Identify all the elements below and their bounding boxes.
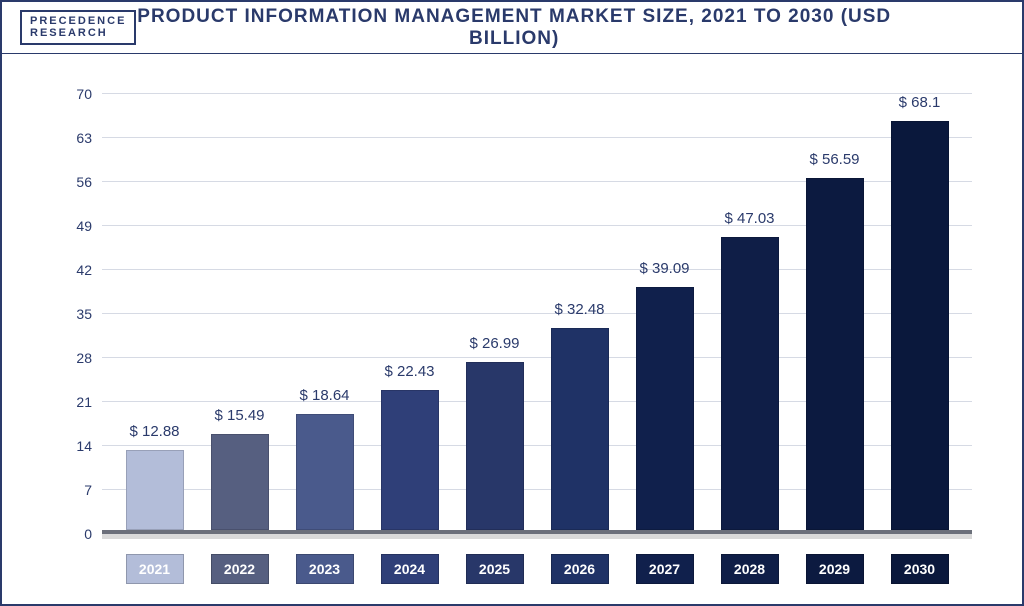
bar — [296, 414, 354, 530]
bar-group: $ 56.59 — [792, 94, 877, 530]
bar-group: $ 12.88 — [112, 94, 197, 530]
y-tick-label: 7 — [84, 482, 92, 498]
bar — [211, 434, 269, 530]
bar — [721, 237, 779, 530]
bar-group: $ 22.43 — [367, 94, 452, 530]
x-tick-label: 2029 — [806, 554, 864, 584]
x-label-wrap: 2022 — [197, 554, 282, 584]
y-tick-label: 0 — [84, 526, 92, 542]
bar-group: $ 18.64 — [282, 94, 367, 530]
bar-value-label: $ 47.03 — [724, 210, 774, 227]
logo: PRECEDENCE RESEARCH — [20, 10, 136, 45]
y-tick-label: 49 — [76, 218, 92, 234]
bar — [381, 390, 439, 530]
x-tick-label: 2023 — [296, 554, 354, 584]
bar-group: $ 47.03 — [707, 94, 792, 530]
bar-group: $ 15.49 — [197, 94, 282, 530]
baseline — [102, 530, 972, 534]
x-label-wrap: 2027 — [622, 554, 707, 584]
y-tick-label: 70 — [76, 86, 92, 102]
x-tick-label: 2022 — [211, 554, 269, 584]
plot-region: 07142128354249566370 $ 12.88$ 15.49$ 18.… — [102, 94, 972, 534]
x-tick-label: 2025 — [466, 554, 524, 584]
bar — [466, 362, 524, 530]
bar-value-label: $ 22.43 — [384, 363, 434, 380]
logo-line2: RESEARCH — [30, 27, 126, 39]
x-label-wrap: 2021 — [112, 554, 197, 584]
bar — [126, 450, 184, 530]
bar-value-label: $ 56.59 — [809, 151, 859, 168]
x-label-wrap: 2025 — [452, 554, 537, 584]
chart-title: PRODUCT INFORMATION MANAGEMENT MARKET SI… — [136, 6, 1022, 50]
bar — [806, 178, 864, 530]
bar-value-label: $ 32.48 — [554, 301, 604, 318]
baseline-shadow — [102, 534, 972, 539]
bar-group: $ 68.1 — [877, 94, 962, 530]
x-label-wrap: 2023 — [282, 554, 367, 584]
bar-value-label: $ 26.99 — [469, 335, 519, 352]
bars-container: $ 12.88 $ 15.49 $ 18.64 $ 22.43 $ 26.99 $ 32.… — [102, 94, 972, 530]
x-label-wrap: 2028 — [707, 554, 792, 584]
x-tick-label: 2026 — [551, 554, 609, 584]
bar-value-label: $ 39.09 — [639, 260, 689, 277]
x-tick-label: 2028 — [721, 554, 779, 584]
x-label-wrap: 2026 — [537, 554, 622, 584]
bar — [636, 287, 694, 530]
y-tick-label: 56 — [76, 174, 92, 190]
x-tick-label: 2024 — [381, 554, 439, 584]
bar-value-label: $ 18.64 — [299, 387, 349, 404]
bar-group: $ 39.09 — [622, 94, 707, 530]
x-tick-label: 2027 — [636, 554, 694, 584]
chart-header: PRECEDENCE RESEARCH PRODUCT INFORMATION … — [2, 2, 1022, 54]
x-label-wrap: 2029 — [792, 554, 877, 584]
bar-value-label: $ 68.1 — [899, 94, 941, 111]
bar — [551, 328, 609, 530]
bar-group: $ 32.48 — [537, 94, 622, 530]
chart-area: 0 7 14 21 28 35 42 49 56 63 70 $ 12.88 $ 15.49 $ 18.… — [2, 54, 1022, 604]
bar-group: $ 26.99 — [452, 94, 537, 530]
y-tick-label: 42 — [76, 262, 92, 278]
bar-value-label: $ 15.49 — [214, 407, 264, 424]
bar — [891, 121, 949, 530]
x-label-wrap: 2030 — [877, 554, 962, 584]
y-tick-label: 14 — [76, 438, 92, 454]
y-tick-label: 35 — [76, 306, 92, 322]
chart-frame: PRECEDENCE RESEARCH PRODUCT INFORMATION … — [0, 0, 1024, 606]
y-tick-label: 21 — [76, 394, 92, 410]
x-tick-label: 2021 — [126, 554, 184, 584]
y-tick-label: 63 — [76, 130, 92, 146]
x-axis-labels: 2021 2022 2023 2024 2025 2026 2027 2028 2029 2030 — [102, 554, 972, 584]
bar-value-label: $ 12.88 — [129, 423, 179, 440]
x-label-wrap: 2024 — [367, 554, 452, 584]
y-tick-label: 28 — [76, 350, 92, 366]
x-tick-label: 2030 — [891, 554, 949, 584]
logo-line1: PRECEDENCE — [30, 16, 126, 27]
